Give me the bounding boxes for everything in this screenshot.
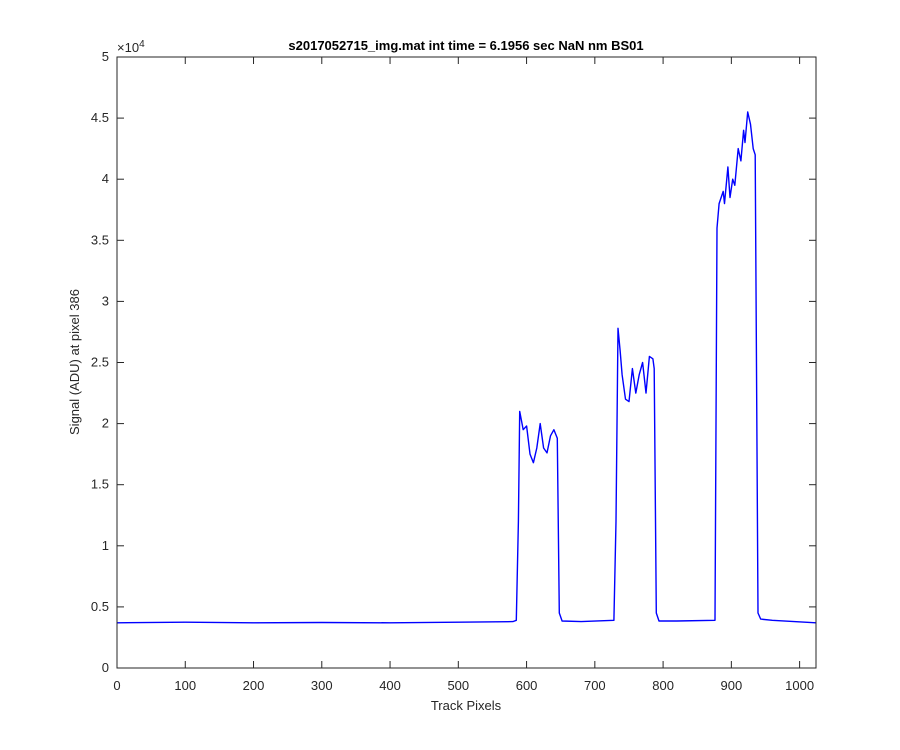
y-tick-label: 4: [102, 171, 109, 186]
axes-background: [117, 57, 816, 668]
x-tick-label: 0: [113, 678, 120, 693]
x-tick-label: 500: [447, 678, 469, 693]
y-tick-label: 1.5: [91, 477, 109, 492]
x-tick-label: 1000: [785, 678, 814, 693]
y-exponent-base: ×10: [117, 40, 139, 55]
x-tick-label: 800: [652, 678, 674, 693]
x-tick-label: 300: [311, 678, 333, 693]
chart-title: s2017052715_img.mat int time = 6.1956 se…: [288, 38, 643, 53]
y-exponent-label: ×104: [117, 39, 145, 55]
y-tick-label: 3.5: [91, 232, 109, 247]
y-exponent-power: 4: [139, 39, 145, 50]
x-tick-label: 700: [584, 678, 606, 693]
y-tick-label: 2.5: [91, 355, 109, 370]
line-layer: [116, 111, 817, 624]
y-tick-label: 0: [102, 660, 109, 675]
x-tick-label: 600: [516, 678, 538, 693]
x-tick-label: 400: [379, 678, 401, 693]
x-tick-label: 100: [174, 678, 196, 693]
y-tick-label: 2: [102, 416, 109, 431]
y-tick-label: 5: [102, 49, 109, 64]
x-axis-label: Track Pixels: [431, 698, 502, 713]
y-tick-label: 0.5: [91, 599, 109, 614]
x-tick-label: 900: [721, 678, 743, 693]
axes-box: [116, 56, 817, 669]
y-tick-label: 3: [102, 293, 109, 308]
ticks-layer: 0 100 200 300 400 500 600 700 800 900 1000 0 0.5 1 1.5…: [91, 49, 816, 693]
y-axis-label: Signal (ADU) at pixel 386: [67, 289, 82, 435]
y-tick-label: 1: [102, 538, 109, 553]
signal-series-line: [116, 111, 817, 624]
x-tick-label: 200: [243, 678, 265, 693]
y-tick-label: 4.5: [91, 110, 109, 125]
